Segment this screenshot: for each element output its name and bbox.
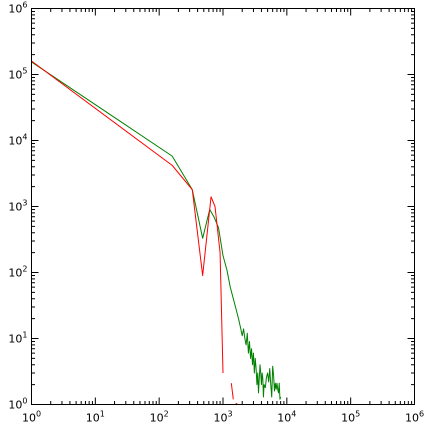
- x-tick-label: 105: [341, 410, 360, 425]
- x-tick-label: 102: [150, 410, 169, 425]
- series-layer: [31, 60, 282, 405]
- y-tick-label: 103: [8, 199, 27, 214]
- series-1-line-segment-1: [31, 61, 282, 400]
- x-tick-label: 104: [277, 410, 296, 425]
- series-2-line-segment-1: [31, 60, 224, 374]
- x-tick-label: 103: [213, 410, 232, 425]
- y-tick-label: 101: [8, 331, 27, 346]
- y-tick-label: 106: [8, 1, 27, 16]
- y-tick-label: 102: [8, 265, 27, 280]
- y-tick-label: 105: [8, 67, 27, 82]
- plot-frame: [31, 8, 415, 405]
- y-tick-label: 104: [8, 133, 27, 148]
- tick-labels-layer: 100 101 102 103 104 105 106 100 101 102 103 104 105 1…: [8, 1, 424, 425]
- x-tick-label: 106: [405, 410, 424, 425]
- x-tick-label: 101: [86, 410, 105, 425]
- ticks-layer: [31, 8, 415, 405]
- x-tick-label: 100: [22, 410, 41, 425]
- series-2-line-segment-2: [230, 383, 234, 400]
- y-tick-label: 100: [8, 397, 27, 412]
